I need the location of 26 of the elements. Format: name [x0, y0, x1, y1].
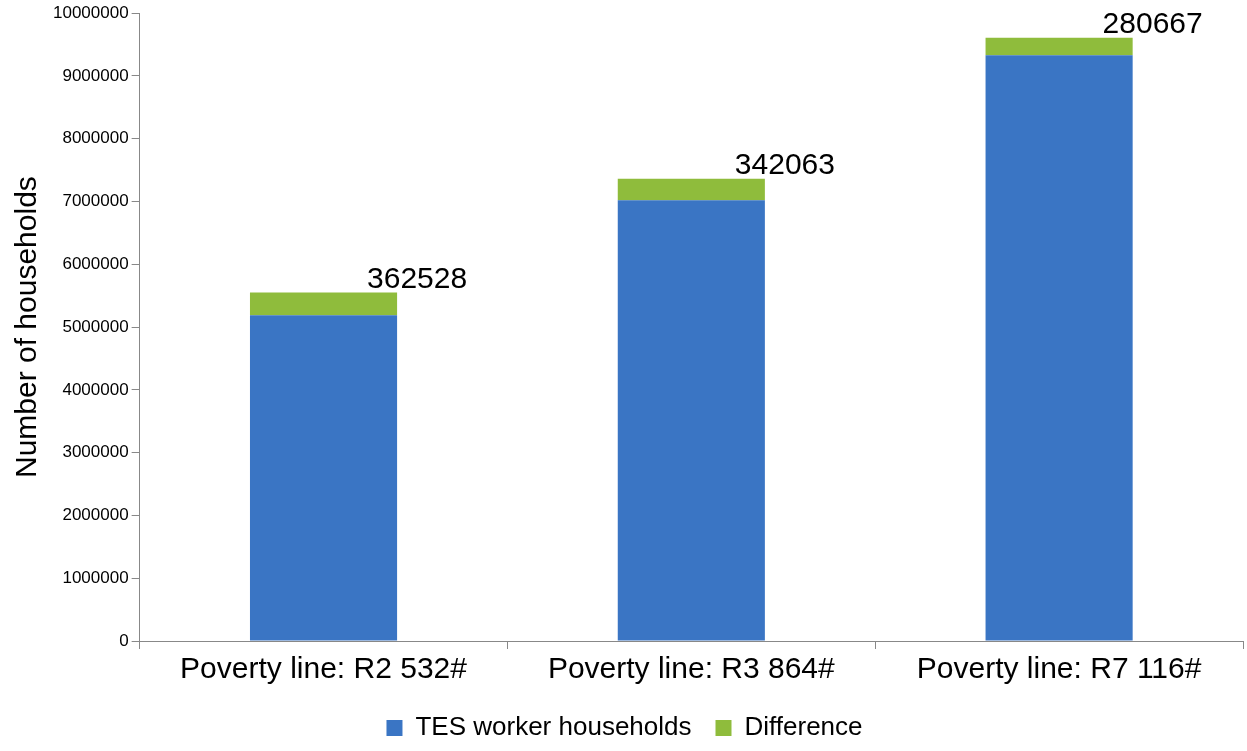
data-label: 342063: [734, 147, 835, 181]
y-tick-label: 8000000: [62, 128, 129, 148]
legend-label: TES worker households: [415, 711, 692, 742]
y-tick-label: 2000000: [62, 505, 129, 525]
y-tick-label: 3000000: [62, 442, 129, 462]
y-tick-label: 1000000: [62, 567, 129, 587]
y-tick-label: 9000000: [62, 65, 129, 85]
y-tick-label: 5000000: [62, 316, 129, 336]
y-tick-label: 6000000: [62, 254, 129, 274]
y-tick-label: 4000000: [62, 379, 129, 399]
bar: [985, 37, 1133, 56]
data-label: 362528: [367, 260, 468, 294]
y-tick-label: 10000000: [53, 2, 129, 22]
y-tick-label: 0: [119, 630, 129, 650]
bar: [617, 200, 765, 641]
x-tick-label: Poverty line: R7 116#: [916, 651, 1202, 685]
y-tick-label: 7000000: [62, 191, 129, 211]
bar: [617, 178, 765, 201]
data-label: 280667: [1102, 5, 1203, 39]
bar: [249, 315, 398, 641]
x-tick-label: Poverty line: R2 532#: [180, 651, 468, 685]
y-axis-title: Number of households: [9, 176, 43, 479]
bar: [249, 292, 398, 316]
x-tick-label: Poverty line: R3 864#: [547, 651, 836, 685]
bar: [985, 55, 1133, 641]
legend-label: Difference: [744, 711, 863, 742]
